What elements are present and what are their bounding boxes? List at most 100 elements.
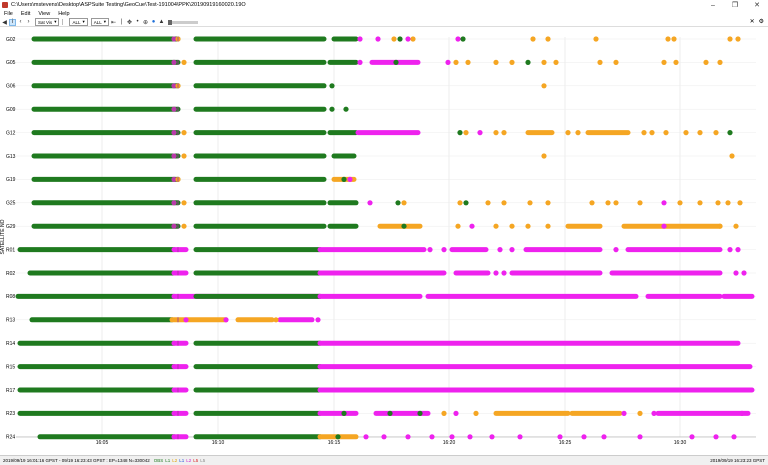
satellite-label-r08: R08 — [6, 294, 15, 300]
observation-point — [493, 59, 499, 65]
zoom-icon[interactable]: ⊕ — [143, 19, 149, 26]
observation-point — [541, 59, 547, 65]
observation-point — [429, 434, 435, 440]
satellite-label-r24: R24 — [6, 435, 15, 441]
observation-point — [683, 130, 689, 136]
dot-icon[interactable]: • — [136, 19, 139, 25]
observation-point — [613, 247, 619, 253]
observation-point — [315, 317, 321, 323]
satellite-tracks — [15, 36, 755, 440]
satellite-label-g19: G19 — [6, 177, 16, 183]
plot-type-value: Sat Vis — [38, 19, 53, 25]
observation-point — [329, 106, 335, 112]
time-tick-label: 16:30 — [674, 440, 687, 446]
menu-help[interactable]: Help — [58, 11, 70, 17]
observation-point — [341, 410, 347, 416]
observation-point — [181, 153, 187, 159]
range-icon[interactable]: ⇤ — [111, 19, 117, 26]
observation-point — [565, 130, 571, 136]
plot-type-select[interactable]: Sat Vis ▾ — [35, 18, 60, 26]
observation-point — [581, 434, 587, 440]
status-count: L2 — [172, 458, 178, 463]
observation-point — [613, 59, 619, 65]
status-count: L1 — [165, 458, 171, 463]
observation-point — [273, 317, 279, 323]
observation-point — [735, 36, 741, 42]
y-axis-label: SATELLITE NO — [0, 219, 6, 254]
slider-thumb[interactable] — [168, 19, 173, 25]
observation-point — [727, 36, 733, 42]
observation-point — [465, 59, 471, 65]
observation-point — [467, 434, 473, 440]
observation-point — [469, 223, 475, 229]
observation-point — [455, 223, 461, 229]
status-count: L1 — [179, 458, 185, 463]
observation-point — [171, 153, 177, 159]
satellite-visibility-plot[interactable]: G02 G05 G06 G09 G12 G13 G19 G25 G29 R01 R02 R08 R13 R… — [0, 27, 768, 455]
observation-point — [171, 106, 177, 112]
observation-point — [453, 59, 459, 65]
observation-point — [697, 130, 703, 136]
satellite-label-r01: R01 — [6, 247, 15, 253]
observation-point — [171, 36, 177, 42]
satellite-label-r15: R15 — [6, 364, 15, 370]
time-slider[interactable] — [168, 19, 199, 25]
minimize-button[interactable]: – — [711, 1, 715, 9]
observation-point — [637, 434, 643, 440]
observation-point — [545, 200, 551, 206]
time-tick-label: 16:10 — [212, 440, 225, 446]
maximize-button[interactable]: ❐ — [731, 2, 739, 9]
observation-point — [393, 59, 399, 65]
menu-file[interactable]: File — [4, 11, 13, 17]
observation-point — [497, 247, 503, 253]
menu-view[interactable]: View — [38, 11, 51, 17]
menu-edit[interactable]: Edit — [20, 11, 31, 17]
app-icon — [2, 2, 8, 8]
satellite-label-r14: R14 — [6, 341, 15, 347]
next-icon[interactable]: › — [27, 19, 30, 25]
observation-point — [397, 36, 403, 42]
observation-point — [671, 36, 677, 42]
observation-point — [493, 223, 499, 229]
observation-point — [725, 200, 731, 206]
observation-point — [557, 434, 563, 440]
observation-point — [525, 59, 531, 65]
satellite-label-g09: G09 — [6, 107, 16, 113]
settings-icon[interactable]: ⚙ — [758, 19, 764, 25]
observation-point — [181, 200, 187, 206]
observation-point — [181, 130, 187, 136]
observation-point — [171, 59, 177, 65]
toolbar: ◀ i ‹ › Sat Vis ▾ ALL ▾ ALL ▾ ⇤ | ✥ • ⊕ ● ▲… — [0, 18, 768, 27]
observation-point — [449, 434, 455, 440]
filter-2-select[interactable]: ALL ▾ — [90, 18, 110, 26]
observation-point — [460, 36, 466, 42]
observation-point — [597, 59, 603, 65]
observation-point — [455, 36, 461, 42]
observation-point — [463, 130, 469, 136]
prev-icon[interactable]: ‹ — [19, 19, 22, 25]
observation-point — [661, 200, 667, 206]
observation-point — [223, 317, 229, 323]
observation-point — [381, 434, 387, 440]
observation-point — [501, 270, 507, 276]
observation-point — [673, 59, 679, 65]
close-button[interactable]: ✕ — [754, 2, 760, 9]
filter-1-select[interactable]: ALL ▾ — [69, 18, 88, 26]
observation-point — [427, 247, 433, 253]
observation-point — [509, 247, 515, 253]
observation-point — [727, 130, 733, 136]
observation-point — [621, 410, 627, 416]
observation-point — [171, 223, 177, 229]
move-icon[interactable]: ✥ — [127, 19, 133, 26]
observation-point — [733, 223, 739, 229]
observation-point — [463, 200, 469, 206]
observation-point — [713, 434, 719, 440]
observation-point — [703, 59, 709, 65]
back-icon[interactable]: ◀ — [2, 19, 7, 26]
observation-point — [395, 200, 401, 206]
observation-point — [391, 36, 397, 42]
info-icon[interactable]: i — [9, 18, 16, 26]
close-panel-icon[interactable]: ✕ — [749, 19, 755, 25]
options-icon[interactable]: ▲ — [158, 19, 165, 25]
globe-icon[interactable]: ● — [151, 19, 156, 25]
